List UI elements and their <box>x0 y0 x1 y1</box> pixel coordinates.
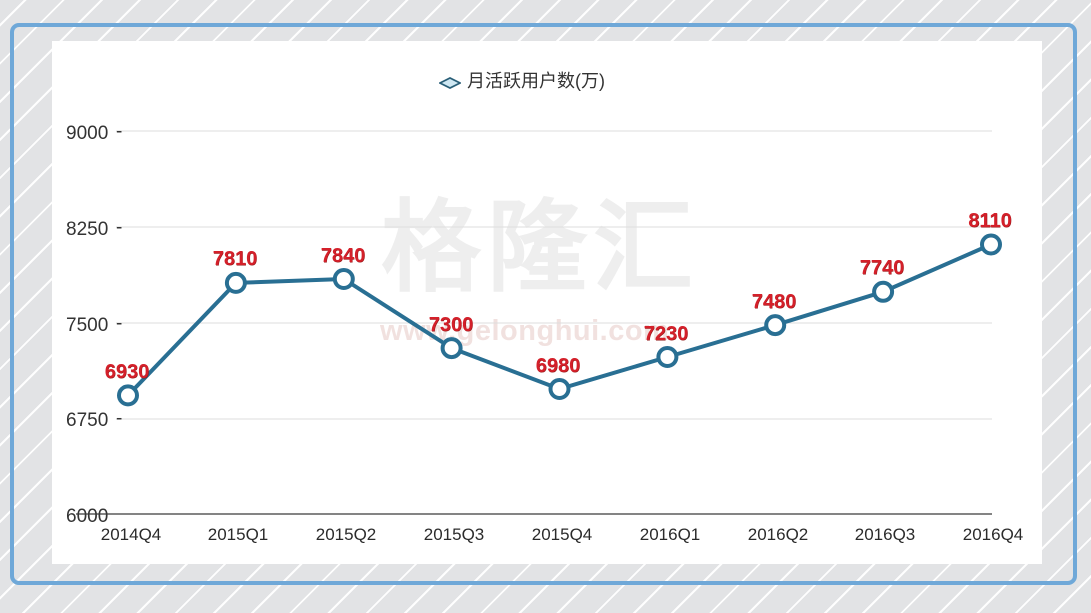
svg-text:-: - <box>116 408 122 429</box>
svg-text:-: - <box>116 313 122 334</box>
svg-text:-: - <box>116 217 122 238</box>
svg-text:-: - <box>116 121 122 142</box>
